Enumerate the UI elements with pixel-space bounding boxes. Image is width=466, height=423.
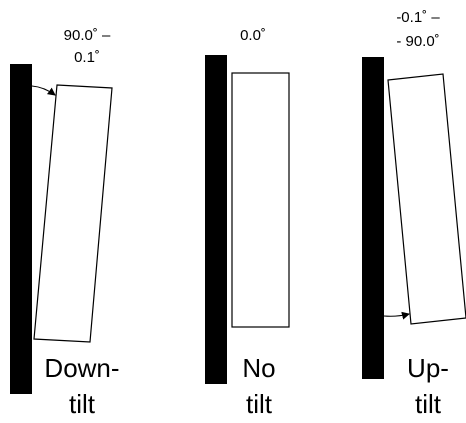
uptilt-caption-1: Up- xyxy=(407,353,449,383)
uptilt-wall xyxy=(362,57,384,379)
uptilt-angle-arrow xyxy=(383,311,410,320)
no-tilt-wall xyxy=(205,55,227,384)
downtilt-angle-arrow xyxy=(31,85,56,96)
no-tilt-flat-panel xyxy=(231,72,290,328)
downtilt-angle-label-1: 90.0˚ – xyxy=(64,27,111,44)
downtilt-caption-1: Down- xyxy=(44,353,119,383)
uptilt-tilted-panel xyxy=(387,73,466,325)
no-tilt-angle-label: 0.0˚ xyxy=(240,27,266,44)
uptilt-panel: -0.1˚ – - 90.0˚ Up- tilt xyxy=(362,9,466,419)
downtilt-angle-label-2: 0.1˚ xyxy=(74,49,100,66)
no-tilt-caption-2: tilt xyxy=(246,389,273,418)
no-tilt-panel: 0.0˚ No tilt xyxy=(205,27,290,419)
no-tilt-caption-1: No xyxy=(242,353,275,383)
uptilt-angle-label-2: - 90.0˚ xyxy=(396,33,439,50)
downtilt-caption-2: tilt xyxy=(69,389,96,418)
downtilt-panel: 90.0˚ – 0.1˚ Down- tilt xyxy=(10,27,120,419)
downtilt-wall xyxy=(10,64,32,394)
uptilt-angle-label-1: -0.1˚ – xyxy=(396,9,440,26)
uptilt-caption-2: tilt xyxy=(415,389,442,418)
downtilt-tilted-panel xyxy=(33,84,113,343)
